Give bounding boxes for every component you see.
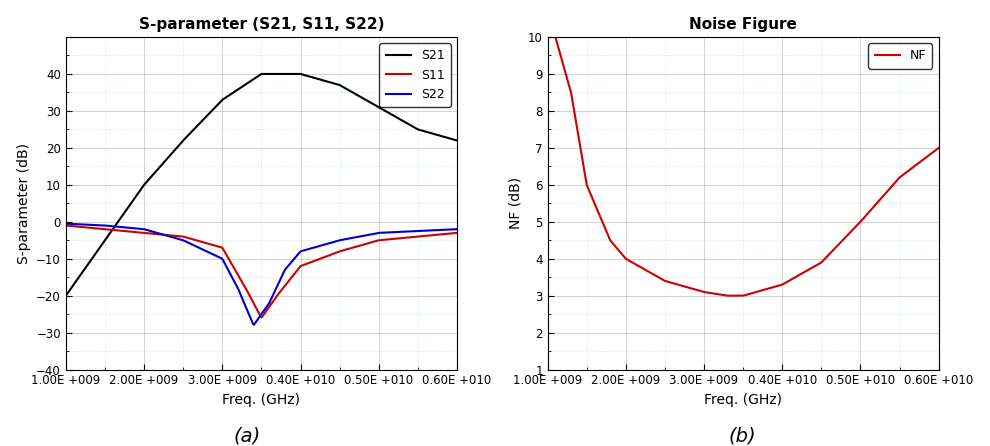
S22: [451, 227, 463, 232]
S22: [443, 227, 454, 232]
NF: [863, 210, 875, 215]
S21: [443, 135, 454, 140]
Line: S22: S22: [65, 223, 457, 325]
Line: S11: S11: [65, 226, 457, 317]
NF: [542, 34, 553, 40]
S11: [255, 314, 267, 320]
NF: [933, 145, 944, 151]
S11: [272, 292, 284, 297]
S22: [59, 221, 71, 226]
S22: [246, 318, 257, 323]
S11: [59, 223, 71, 228]
S11: [246, 297, 257, 302]
NF: [754, 288, 766, 293]
S22: [293, 250, 305, 255]
S11: [443, 231, 454, 236]
S21: [255, 71, 267, 77]
Y-axis label: S-parameter (dB): S-parameter (dB): [17, 143, 31, 264]
NF: [924, 152, 936, 157]
S21: [381, 109, 393, 115]
S22: [248, 321, 260, 326]
Legend: NF: NF: [868, 43, 933, 69]
Text: (a): (a): [234, 426, 261, 446]
S11: [248, 301, 260, 306]
X-axis label: Freq. (GHz): Freq. (GHz): [704, 393, 782, 407]
S21: [246, 78, 257, 83]
NF: [729, 293, 741, 298]
S11: [293, 265, 305, 270]
S21: [293, 71, 305, 77]
Y-axis label: NF (dB): NF (dB): [508, 177, 523, 229]
S11: [381, 237, 393, 242]
Legend: S21, S11, S22: S21, S11, S22: [379, 43, 450, 107]
S11: [451, 230, 463, 235]
Line: S21: S21: [65, 74, 457, 296]
Title: Noise Figure: Noise Figure: [689, 17, 797, 32]
Title: S-parameter (S21, S11, S22): S-parameter (S21, S11, S22): [139, 17, 384, 32]
S22: [248, 322, 260, 327]
NF: [775, 282, 787, 288]
Text: (b): (b): [729, 426, 756, 446]
X-axis label: Freq. (GHz): Freq. (GHz): [223, 393, 300, 407]
Line: NF: NF: [547, 37, 939, 296]
NF: [731, 293, 742, 298]
NF: [722, 293, 734, 298]
S21: [248, 76, 260, 82]
S22: [272, 281, 284, 287]
S21: [451, 138, 463, 143]
S21: [59, 293, 71, 298]
S21: [272, 71, 284, 77]
S22: [381, 230, 393, 235]
